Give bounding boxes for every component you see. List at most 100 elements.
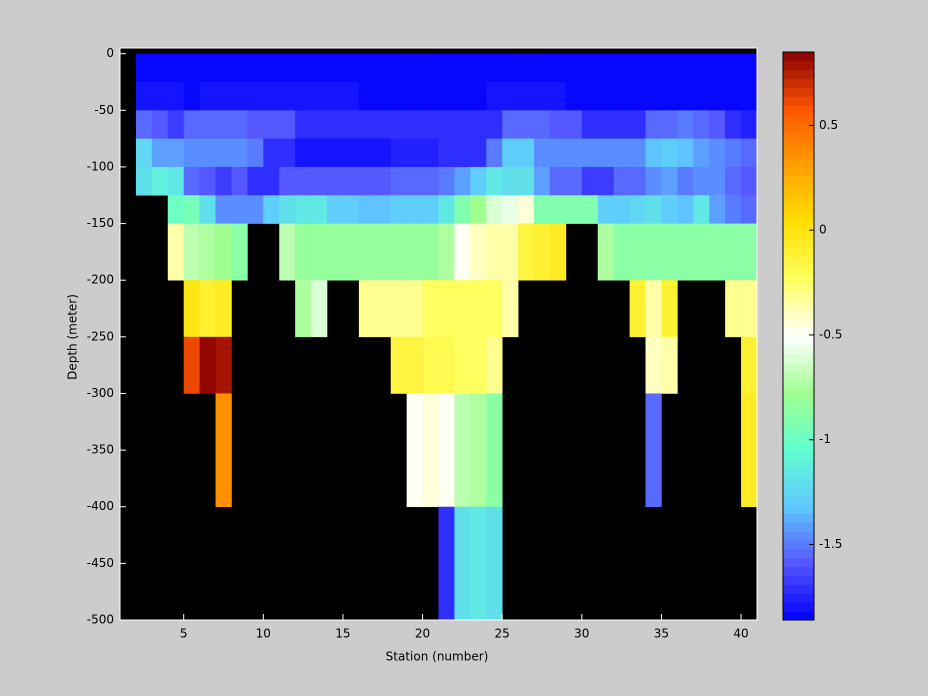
heatmap-cell xyxy=(454,393,471,508)
heatmap-cell xyxy=(406,81,423,111)
colorbar-swatch xyxy=(783,220,814,230)
heatmap-cell xyxy=(645,393,662,508)
heatmap-cell xyxy=(470,393,487,508)
heatmap-cell xyxy=(263,81,280,111)
heatmap-cell xyxy=(342,195,360,224)
heatmap-cell xyxy=(135,53,153,83)
colorbar-swatch xyxy=(783,167,814,177)
heatmap-cell xyxy=(597,110,614,139)
colorbar-swatch xyxy=(783,433,814,443)
heatmap-cell xyxy=(741,195,758,224)
heatmap-cell xyxy=(661,53,678,83)
heatmap-cell xyxy=(645,81,662,111)
heatmap-cell xyxy=(534,166,551,196)
heatmap-cell xyxy=(390,138,407,168)
heatmap-cell xyxy=(422,110,439,139)
heatmap-cell xyxy=(454,138,471,168)
heatmap-cell xyxy=(183,280,200,338)
heatmap-cell xyxy=(151,53,169,83)
heatmap-cell xyxy=(549,166,567,196)
heatmap-cell xyxy=(629,166,646,196)
heatmap-cell xyxy=(358,138,376,168)
heatmap-cell xyxy=(502,195,519,224)
heatmap-cell xyxy=(613,81,630,111)
heatmap-cell xyxy=(279,53,296,83)
heatmap-cell xyxy=(279,110,296,139)
y-tick-label: 0 xyxy=(106,46,114,60)
heatmap-cell xyxy=(438,393,455,508)
heatmap-cell xyxy=(135,110,153,139)
heatmap-cell xyxy=(629,110,646,139)
heatmap-cell xyxy=(741,166,758,196)
heatmap-cell xyxy=(581,110,599,139)
heatmap-cell xyxy=(597,223,614,281)
heatmap-cell xyxy=(422,393,439,508)
heatmap-cell xyxy=(486,138,503,168)
heatmap-cell xyxy=(470,81,487,111)
heatmap-cell xyxy=(438,81,455,111)
colorbar-swatch xyxy=(783,353,814,364)
heatmap-cell xyxy=(565,195,583,224)
heatmap-cell xyxy=(741,81,758,111)
heatmap-cell xyxy=(406,280,423,338)
y-tick-label: -250 xyxy=(87,329,114,343)
heatmap-cell xyxy=(693,110,710,139)
heatmap-cell xyxy=(629,81,646,111)
heatmap-cell xyxy=(709,53,726,83)
heatmap-cell xyxy=(199,166,216,196)
heatmap-cell xyxy=(279,138,296,168)
heatmap-cell xyxy=(629,223,646,281)
colorbar-swatch xyxy=(783,256,814,266)
heatmap-cell xyxy=(151,110,169,139)
colorbar-swatch xyxy=(783,247,814,257)
heatmap-cell xyxy=(549,223,567,281)
heatmap-cell xyxy=(390,336,407,394)
heatmap-cell xyxy=(199,81,216,111)
heatmap-cell xyxy=(263,195,280,224)
heatmap-cell xyxy=(549,53,567,83)
heatmap-cell xyxy=(215,110,232,139)
colorbar-swatch xyxy=(783,371,814,381)
colorbar-swatch xyxy=(783,611,814,621)
heatmap-cell xyxy=(342,53,360,83)
heatmap-cell xyxy=(231,223,248,281)
heatmap-cell xyxy=(549,195,567,224)
heatmap-cell xyxy=(565,138,583,168)
colorbar-swatch xyxy=(783,593,814,603)
plot-frame xyxy=(119,47,758,621)
colorbar-swatch xyxy=(783,478,814,488)
heatmap-cell xyxy=(183,166,200,196)
heatmap-cell xyxy=(327,81,344,111)
heatmap-cell xyxy=(374,81,392,111)
heatmap-cell xyxy=(247,110,264,139)
heatmap-cell xyxy=(534,223,551,281)
heatmap-cell xyxy=(358,223,376,281)
heatmap-cell xyxy=(645,195,662,224)
colorbar-swatch xyxy=(783,123,814,133)
heatmap-cell xyxy=(693,195,710,224)
heatmap-cell xyxy=(677,195,694,224)
colorbar-swatch xyxy=(783,211,814,222)
x-tick-label: 20 xyxy=(415,627,430,641)
heatmap-cell xyxy=(581,81,599,111)
heatmap-cell xyxy=(358,280,376,338)
heatmap-cell xyxy=(231,166,248,196)
colorbar-swatch xyxy=(783,194,814,204)
colorbar-swatch xyxy=(783,229,814,239)
heatmap-cell xyxy=(518,53,535,83)
heatmap-cell xyxy=(645,166,662,196)
heatmap-cell xyxy=(518,110,535,139)
heatmap-cell xyxy=(725,138,742,168)
colorbar-swatch xyxy=(783,96,814,106)
heatmap-cell xyxy=(199,280,216,338)
heatmap-cell xyxy=(565,166,583,196)
heatmap-cell xyxy=(438,166,455,196)
heatmap-cell xyxy=(661,166,678,196)
heatmap-cell xyxy=(518,223,535,281)
heatmap-cell xyxy=(581,53,599,83)
heatmap-cell xyxy=(215,393,232,508)
heatmap-cell xyxy=(327,223,344,281)
colorbar-swatch xyxy=(783,495,814,506)
heatmap-cell xyxy=(534,110,551,139)
heatmap-cell xyxy=(422,280,439,338)
